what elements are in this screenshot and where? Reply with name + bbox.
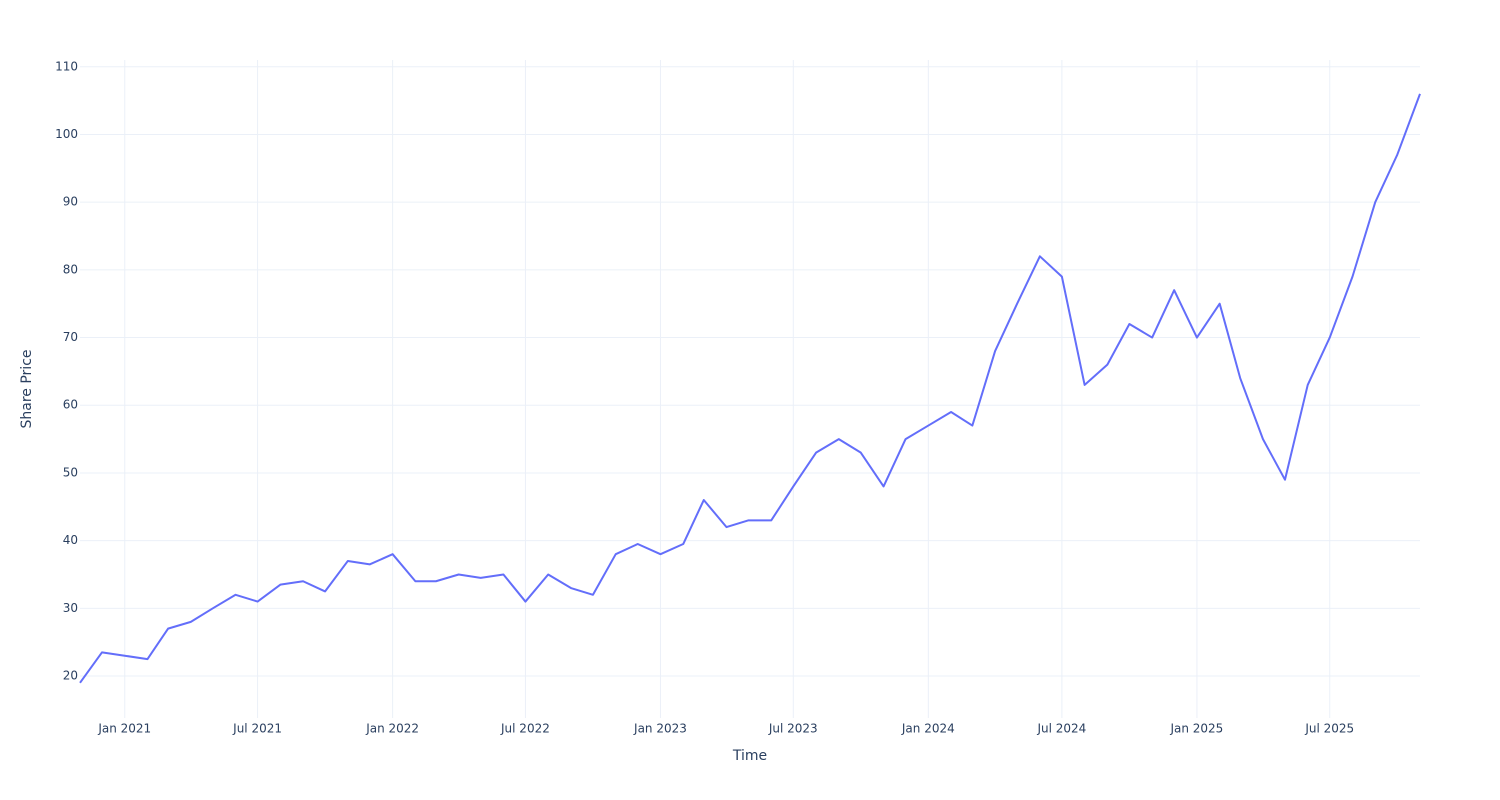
x-tick-label: Jul 2021	[232, 722, 282, 736]
x-tick-label: Jan 2024	[901, 722, 955, 736]
y-tick-label: 110	[55, 59, 78, 73]
y-tick-label: 40	[63, 533, 78, 547]
x-tick-label: Jul 2022	[500, 722, 550, 736]
x-tick-label: Jan 2022	[365, 722, 419, 736]
y-tick-label: 90	[63, 195, 78, 209]
line-series	[79, 93, 1421, 684]
x-tick-label: Jul 2023	[768, 722, 818, 736]
y-tick-label: 70	[63, 330, 78, 344]
y-tick-label: 30	[63, 601, 78, 615]
y-axis-title: Share Price	[19, 349, 35, 428]
x-tick-label: Jan 2023	[633, 722, 687, 736]
x-tick-label: Jan 2025	[1169, 722, 1223, 736]
x-tick-label: Jul 2024	[1036, 722, 1086, 736]
y-tick-label: 100	[55, 127, 78, 141]
x-tick-label: Jul 2025	[1304, 722, 1354, 736]
y-tick-label: 50	[63, 465, 78, 479]
y-tick-label: 20	[63, 669, 78, 683]
y-tick-label: 80	[63, 262, 78, 276]
x-axis-title: Time	[732, 748, 767, 764]
y-tick-label: 60	[63, 398, 78, 412]
x-tick-label: Jan 2021	[97, 722, 151, 736]
